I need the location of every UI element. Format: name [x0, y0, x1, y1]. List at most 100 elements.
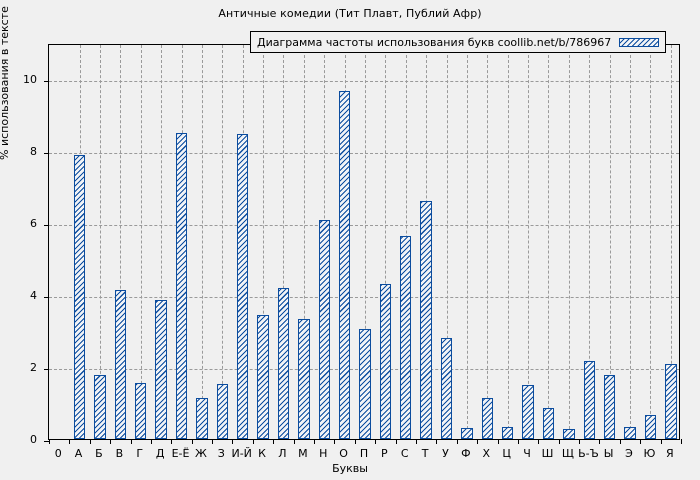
bar: [257, 315, 269, 439]
bar: [379, 283, 392, 439]
x-tick-label: З: [217, 447, 225, 460]
x-tick-label: С: [400, 447, 409, 460]
x-tick: [273, 439, 275, 444]
x-tick-label: А: [74, 447, 83, 460]
x-tick-label: Ч: [523, 447, 531, 460]
x-tick: [354, 439, 356, 444]
bar-series: [49, 45, 679, 439]
x-tick-label: Я: [665, 447, 674, 460]
x-tick-label: Д: [155, 447, 165, 460]
bar: [359, 328, 371, 439]
bar: [73, 155, 86, 439]
y-tick-label: 6: [30, 217, 37, 230]
x-tick-label: Щ: [561, 447, 574, 460]
bar: [318, 220, 330, 439]
bar: [644, 415, 657, 439]
x-tick: [150, 439, 152, 444]
x-tick: [293, 439, 295, 444]
x-tick-label: Б: [95, 447, 103, 460]
bar: [665, 364, 677, 439]
x-tick-label: Ш: [541, 447, 554, 460]
bar: [236, 133, 249, 439]
x-tick-label: М: [298, 447, 308, 460]
bar: [583, 360, 595, 439]
x-tick: [212, 439, 214, 444]
y-tick-label: 2: [30, 361, 37, 374]
x-axis-label: Буквы: [332, 462, 368, 475]
bar: [94, 374, 106, 439]
x-tick-label: У: [442, 447, 449, 460]
y-tick: [44, 153, 49, 154]
y-axis-label: % использования в тексте: [0, 6, 11, 160]
x-tick: [579, 439, 581, 444]
bar: [135, 382, 147, 439]
y-tick: [44, 297, 49, 298]
y-tick: [44, 369, 49, 370]
bar: [400, 236, 412, 439]
x-tick: [640, 439, 642, 444]
x-tick-label: Л: [278, 447, 287, 460]
x-tick: [517, 439, 519, 444]
x-tick-label: Г: [136, 447, 144, 460]
x-tick: [456, 439, 458, 444]
bar: [563, 428, 575, 439]
x-tick-label: Е-Ё: [171, 447, 190, 460]
x-tick: [334, 439, 336, 444]
bar: [175, 133, 188, 439]
x-tick: [49, 439, 50, 444]
x-tick-label: Ф: [461, 447, 471, 460]
x-tick: [69, 439, 71, 444]
bar: [216, 384, 228, 439]
x-tick-label: Ж: [194, 447, 207, 460]
x-tick-label: Н: [319, 447, 328, 460]
x-tick: [415, 439, 417, 444]
x-tick: [599, 439, 601, 444]
x-tick: [681, 439, 682, 444]
x-tick: [395, 439, 397, 444]
bar: [481, 398, 494, 439]
x-tick: [130, 439, 132, 444]
plot-area: [44, 44, 682, 444]
bar: [603, 374, 616, 439]
x-tick: [252, 439, 254, 444]
bar: [277, 287, 290, 439]
bar: [338, 90, 351, 439]
bar: [461, 428, 473, 439]
bar: [440, 337, 453, 439]
y-tick: [44, 441, 49, 442]
x-tick-label: Ы: [603, 447, 614, 460]
x-tick-label: К: [258, 447, 266, 460]
bar: [420, 200, 432, 439]
x-tick: [660, 439, 662, 444]
x-tick: [191, 439, 193, 444]
bar: [196, 397, 208, 439]
x-tick-label: П: [359, 447, 369, 460]
x-tick: [558, 439, 560, 444]
legend-swatch-icon: [619, 37, 660, 47]
x-tick: [110, 439, 112, 444]
x-tick-label: Т: [421, 447, 429, 460]
y-tick-label: 10: [23, 73, 37, 86]
chart-legend: Диаграмма частоты использования букв coo…: [250, 31, 667, 53]
x-tick: [89, 439, 91, 444]
x-tick-label: Х: [482, 447, 491, 460]
bar: [114, 289, 127, 439]
x-tick-label: И-Й: [231, 447, 252, 460]
x-tick: [497, 439, 499, 444]
x-tick-label: 0: [54, 447, 62, 460]
x-tick: [171, 439, 173, 444]
y-tick-label: 8: [30, 145, 37, 158]
y-tick-label: 0: [30, 433, 37, 446]
x-tick-label: Р: [381, 447, 388, 460]
y-tick: [44, 81, 49, 82]
x-tick: [314, 439, 316, 444]
bar: [298, 318, 310, 439]
y-tick-label: 4: [30, 289, 37, 302]
x-tick: [477, 439, 479, 444]
x-tick-label: В: [115, 447, 124, 460]
x-tick: [232, 439, 234, 444]
chart-title: Античные комедии (Тит Плавт, Публий Афр): [218, 7, 482, 20]
x-tick: [436, 439, 438, 444]
x-tick-label: Ц: [502, 447, 511, 460]
